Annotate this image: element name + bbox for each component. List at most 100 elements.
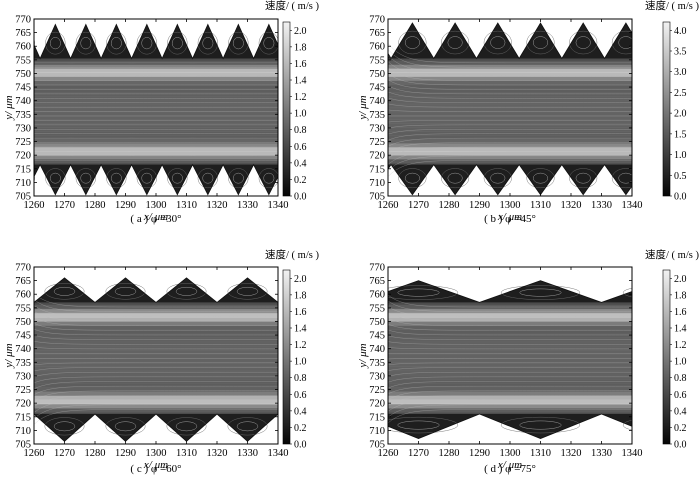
- x-tick-label: 1320: [207, 448, 228, 459]
- y-tick-label: 745: [369, 331, 385, 342]
- velocity-band: [34, 374, 278, 380]
- streamline: [388, 91, 632, 99]
- vortex-contour: [532, 36, 549, 49]
- y-tick-label: 755: [15, 303, 31, 314]
- y-axis-title: y/ μm: [3, 95, 15, 120]
- vortex-contour: [166, 417, 207, 436]
- y-tick-label: 750: [15, 317, 31, 328]
- velocity-band: [388, 158, 632, 164]
- x-axis-title: x/ μm: [497, 211, 522, 223]
- colorbar-tick-label: 1.0: [674, 150, 687, 161]
- velocity-band: [388, 321, 632, 326]
- vortex-contour: [404, 172, 420, 184]
- colorbar-tick-label: 2.0: [294, 26, 307, 37]
- y-tick-label: 710: [369, 426, 385, 437]
- bottom-wall: [388, 414, 632, 444]
- streamline: [388, 49, 632, 68]
- velocity-band: [34, 76, 278, 81]
- streamline: [34, 395, 278, 407]
- x-tick-label: 1290: [469, 200, 490, 211]
- vortex-contour: [166, 283, 207, 300]
- x-axis-title: x/ μm: [497, 459, 522, 471]
- velocity-band: [34, 103, 278, 109]
- y-tick-label: 720: [369, 399, 385, 410]
- y-tick-label: 710: [369, 178, 385, 189]
- y-tick-label: 705: [369, 192, 385, 203]
- colorbar-tick-label: 3.0: [674, 67, 687, 78]
- velocity-band: [34, 329, 278, 334]
- vortex-contour: [519, 288, 562, 297]
- velocity-band: [34, 84, 278, 89]
- cavity-region: [388, 280, 480, 303]
- colorbar-tick-label: 0.5: [674, 171, 687, 182]
- velocity-band: [388, 403, 632, 409]
- velocity-band: [34, 358, 278, 363]
- y-tick-label: 770: [15, 15, 31, 26]
- velocity-band: [388, 391, 632, 396]
- streamline: [34, 311, 278, 322]
- velocity-band: [388, 154, 632, 160]
- colorbar-tick-label: 1.5: [674, 129, 687, 140]
- y-tick-label: 720: [15, 399, 31, 410]
- y-tick-label: 705: [15, 192, 31, 203]
- x-tick-label: 1340: [622, 200, 643, 211]
- streamline: [388, 385, 632, 395]
- bottom-wall-edge: [34, 163, 278, 196]
- y-tick-label: 760: [369, 290, 385, 301]
- velocity-band: [34, 316, 278, 322]
- streamline: [388, 142, 632, 153]
- streamline: [34, 323, 278, 331]
- y-tick-label: 735: [369, 358, 385, 369]
- y-tick-label: 765: [369, 28, 385, 39]
- bottom-wall: [34, 414, 278, 444]
- velocity-band: [388, 147, 632, 152]
- velocity-band: [388, 68, 632, 73]
- vortex-contour: [500, 416, 581, 434]
- panel-caption: ( a ) φ =30°: [130, 213, 181, 225]
- velocity-band: [34, 143, 278, 148]
- y-tick-label: 725: [15, 385, 31, 396]
- streamline: [388, 367, 632, 371]
- velocity-band: [34, 370, 278, 376]
- velocity-band: [34, 354, 278, 359]
- x-tick-label: 1260: [378, 200, 399, 211]
- streamline: [388, 341, 632, 345]
- streamline: [388, 390, 632, 400]
- streamline: [34, 293, 278, 308]
- y-tick-label: 730: [15, 371, 31, 382]
- y-tick-label: 755: [15, 55, 31, 66]
- colorbar-tick-label: 0.4: [674, 406, 687, 417]
- vortex-contour: [45, 168, 66, 189]
- vortex-contour: [34, 174, 35, 183]
- velocity-band: [34, 350, 278, 355]
- velocity-band: [388, 370, 632, 376]
- streamline: [388, 67, 632, 81]
- panel-caption: ( c ) φ =60°: [130, 463, 181, 475]
- velocity-band: [388, 362, 632, 368]
- streamline: [34, 404, 278, 419]
- vortex-contour: [500, 285, 581, 300]
- velocity-band: [388, 135, 632, 140]
- y-tick-label: 715: [15, 412, 31, 423]
- vortex-contour: [526, 168, 555, 189]
- y-tick-label: 770: [15, 263, 31, 274]
- cavity-region: [253, 164, 278, 195]
- colorbar-tick-label: 0.2: [294, 175, 307, 186]
- colorbar: [282, 21, 291, 197]
- streamline: [388, 323, 632, 331]
- streamline: [388, 404, 632, 418]
- vortex-contour: [575, 172, 591, 184]
- y-tick-label: 755: [369, 55, 385, 66]
- velocity-band: [34, 119, 278, 124]
- streamline: [388, 137, 632, 147]
- streamline: [34, 381, 278, 389]
- x-tick-label: 1300: [146, 448, 167, 459]
- velocity-band: [388, 99, 632, 105]
- vortex-contour: [618, 172, 632, 184]
- top-wall: [388, 267, 632, 303]
- streamline: [388, 120, 632, 123]
- streamline: [388, 151, 632, 165]
- streamline: [388, 61, 632, 77]
- vortex-contour: [232, 37, 244, 50]
- streamline: [34, 335, 278, 340]
